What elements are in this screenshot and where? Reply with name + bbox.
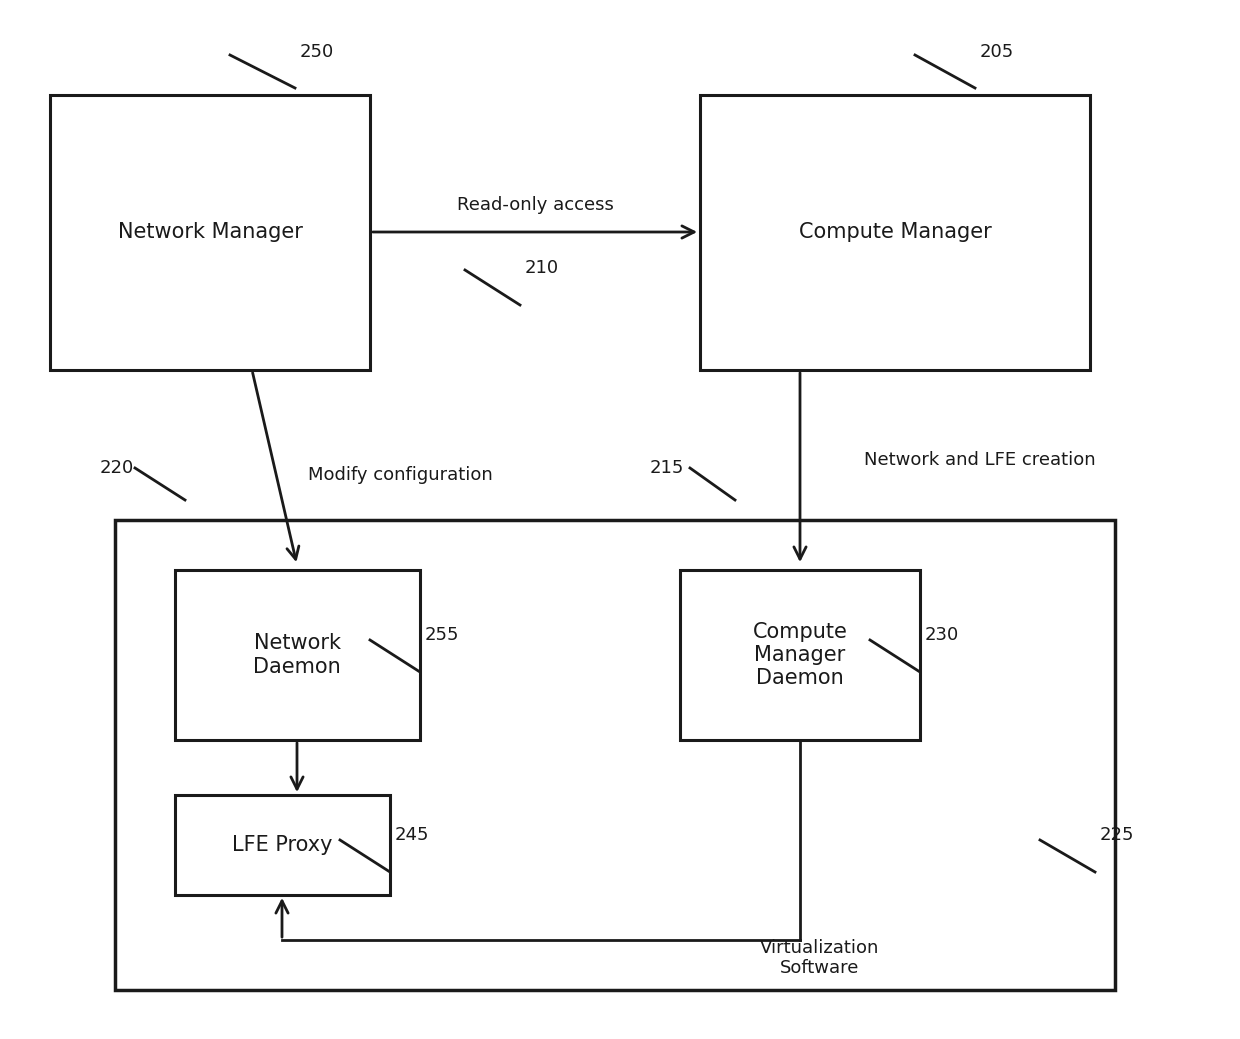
Text: 210: 210 (525, 259, 559, 277)
Text: LFE Proxy: LFE Proxy (232, 835, 332, 855)
Text: Network and LFE creation: Network and LFE creation (864, 451, 1096, 469)
Text: 255: 255 (425, 627, 460, 644)
Text: Network Manager: Network Manager (118, 222, 303, 242)
Text: 245: 245 (396, 826, 429, 844)
Bar (175, 570, 420, 740)
Bar (115, 520, 1115, 990)
Text: 215: 215 (650, 459, 684, 477)
Text: Read-only access: Read-only access (456, 196, 614, 214)
Bar (50, 95, 370, 370)
Text: 250: 250 (300, 43, 335, 61)
Text: Network
Daemon: Network Daemon (253, 634, 341, 676)
Text: Compute Manager: Compute Manager (799, 222, 991, 242)
Text: 205: 205 (980, 43, 1014, 61)
Text: Modify configuration: Modify configuration (308, 467, 492, 484)
Text: Virtualization
Software: Virtualization Software (760, 938, 879, 978)
Bar (701, 95, 1090, 370)
Text: Compute
Manager
Daemon: Compute Manager Daemon (753, 621, 847, 688)
Text: 220: 220 (100, 459, 134, 477)
Text: 225: 225 (1100, 826, 1135, 844)
Text: 230: 230 (925, 627, 960, 644)
Bar (680, 570, 920, 740)
Bar (175, 795, 391, 895)
